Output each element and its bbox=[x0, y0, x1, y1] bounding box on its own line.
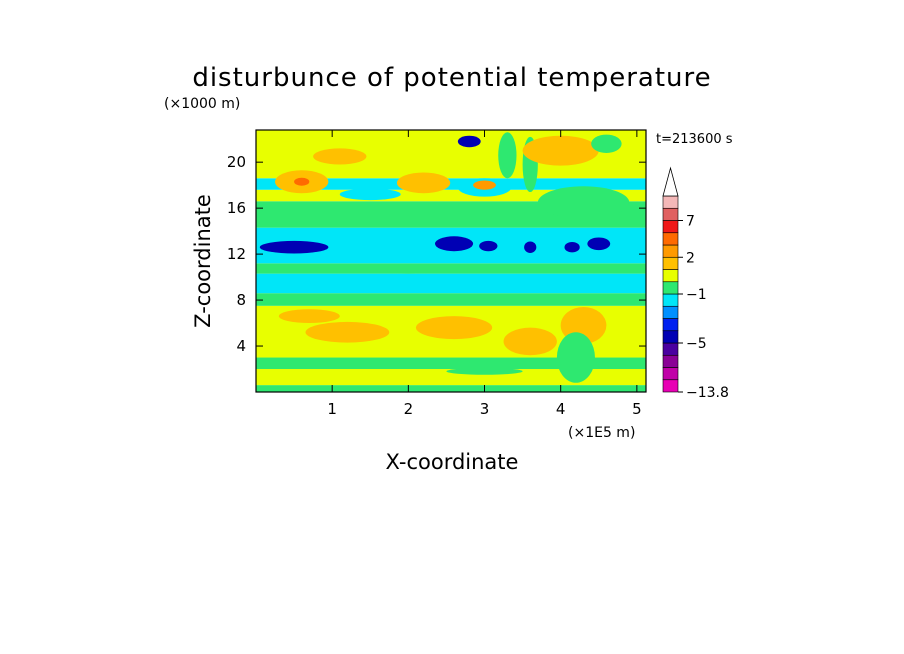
y-tick-label: 8 bbox=[236, 291, 246, 309]
colorbar-segment bbox=[662, 367, 679, 381]
field-band bbox=[256, 385, 646, 392]
plot-frame bbox=[255, 129, 647, 393]
x-tick-label: 3 bbox=[480, 400, 490, 418]
x-axis: 1 2 3 4 5 bbox=[327, 130, 642, 418]
field-feature bbox=[587, 237, 611, 251]
field-band bbox=[256, 357, 646, 370]
field-feature bbox=[457, 135, 481, 148]
field-feature bbox=[591, 134, 622, 153]
colorbar-segment bbox=[662, 281, 679, 295]
field-feature bbox=[446, 367, 523, 375]
field-feature bbox=[564, 242, 580, 253]
field-band bbox=[256, 178, 646, 190]
field-feature bbox=[435, 236, 474, 252]
colorbar-segment bbox=[662, 232, 679, 246]
field-feature bbox=[339, 188, 401, 201]
x-tick-label: 1 bbox=[327, 400, 337, 418]
y-tick-label: 4 bbox=[236, 337, 246, 355]
y-axis: 4 8 12 16 20 bbox=[227, 153, 646, 355]
field-feature bbox=[313, 148, 367, 165]
field-feature bbox=[498, 132, 517, 179]
field-feature bbox=[522, 135, 599, 166]
field-band bbox=[256, 293, 646, 306]
colorbar-label: −5 bbox=[686, 336, 707, 352]
y-axis-label: Z-coordinate bbox=[191, 194, 215, 328]
colorbar-segment bbox=[662, 305, 679, 319]
colorbar-extend-max bbox=[662, 166, 679, 197]
colorbar: 7 2 −1 −5 −13.8 bbox=[662, 166, 729, 401]
field-feature bbox=[503, 327, 557, 356]
colorbar-segment bbox=[662, 195, 679, 209]
colorbar-segment bbox=[662, 207, 679, 221]
colorbar-segment bbox=[662, 256, 679, 270]
x-unit-label: (×1E5 m) bbox=[568, 425, 635, 441]
colorbar-label: 2 bbox=[686, 250, 695, 266]
y-tick-label: 16 bbox=[227, 199, 246, 217]
field-feature bbox=[473, 180, 496, 190]
colorbar-segment bbox=[662, 330, 679, 344]
x-tick-label: 4 bbox=[556, 400, 566, 418]
field-feature bbox=[524, 241, 537, 253]
colorbar-segment bbox=[662, 318, 679, 332]
colorbar-segment bbox=[662, 269, 679, 283]
field-feature bbox=[396, 172, 451, 194]
plot-area bbox=[256, 130, 646, 392]
field-feature bbox=[479, 240, 498, 252]
time-label: t=213600 s bbox=[656, 132, 733, 147]
y-tick-label: 12 bbox=[227, 245, 246, 263]
field-band bbox=[256, 273, 646, 294]
colorbar-label: −13.8 bbox=[686, 385, 729, 401]
field-feature bbox=[415, 316, 493, 340]
x-tick-label: 5 bbox=[632, 400, 642, 418]
field-feature bbox=[259, 240, 329, 254]
field-feature bbox=[305, 321, 390, 343]
x-tick-label: 2 bbox=[404, 400, 414, 418]
field-feature bbox=[301, 359, 439, 365]
colorbar-segment bbox=[662, 244, 679, 258]
field-band bbox=[256, 263, 646, 274]
field-band bbox=[256, 189, 646, 202]
field-feature bbox=[294, 177, 310, 186]
field-feature bbox=[556, 332, 595, 383]
colorbar-segment bbox=[662, 379, 679, 393]
y-tick-label: 20 bbox=[227, 153, 246, 171]
chart-title: disturbunce of potential temperature bbox=[192, 63, 711, 93]
colorbar-label: 7 bbox=[686, 214, 695, 230]
field-feature bbox=[537, 186, 630, 219]
field-feature bbox=[278, 309, 340, 324]
colorbar-segment bbox=[662, 293, 679, 307]
field-feature bbox=[370, 264, 447, 274]
colorbar-segment bbox=[662, 342, 679, 356]
colorbar-label: −1 bbox=[686, 287, 707, 303]
colorbar-segment bbox=[662, 354, 679, 368]
colorbar-segment bbox=[662, 220, 679, 234]
field-band bbox=[256, 369, 646, 386]
x-axis-label: X-coordinate bbox=[386, 450, 519, 474]
y-unit-label: (×1000 m) bbox=[164, 96, 240, 112]
